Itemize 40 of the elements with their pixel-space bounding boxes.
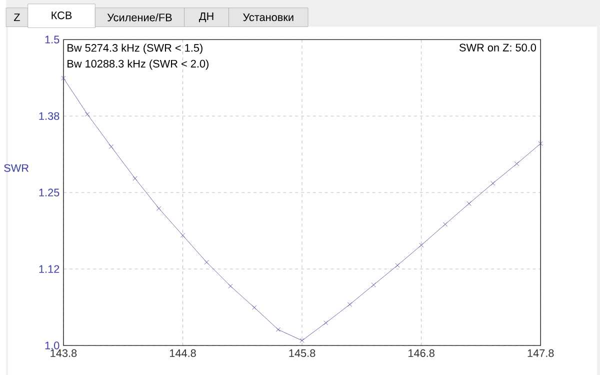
point [132,176,138,181]
y-tick-label: 1.25 [39,188,60,196]
point [156,206,162,211]
y-axis-title: SWR [4,164,29,172]
point [228,284,233,288]
point [466,201,472,206]
annotation: Bw 10288.3 kHz (SWR < 2.0) [68,60,208,70]
y-tick-label: 1.5 [45,36,60,44]
point [300,338,304,343]
text: ДН [198,12,214,22]
y-tick-label: 1.38 [39,112,60,120]
point [252,305,257,310]
x-tick-label: 147.8 [528,349,554,357]
point [180,232,186,238]
annotation: Bw 5274.3 kHz (SWR < 1.5) [68,44,202,54]
point [324,320,328,326]
point [395,262,400,268]
point [371,282,376,288]
text: Усиление/FB [107,13,172,22]
y-tick-label: 1.12 [39,265,60,273]
point [514,161,520,166]
x-tick-label: 145.8 [289,349,316,357]
point [108,144,114,149]
text: Установки [243,13,294,22]
point [276,327,280,332]
x-tick-label: 144.8 [170,349,196,357]
x-tick-label: 146.8 [408,349,434,357]
point [490,180,496,186]
y-tick-label: 1.0 [45,342,60,350]
point [61,76,66,80]
text: Z [14,14,20,21]
point [204,260,209,264]
x-tick-label: 143.8 [50,349,77,357]
point [347,302,352,307]
point [538,141,543,146]
text: КСВ [52,11,72,20]
point [85,112,90,116]
annotation: SWR on Z: 50.0 [459,44,536,52]
point [419,242,424,248]
point [442,222,448,227]
